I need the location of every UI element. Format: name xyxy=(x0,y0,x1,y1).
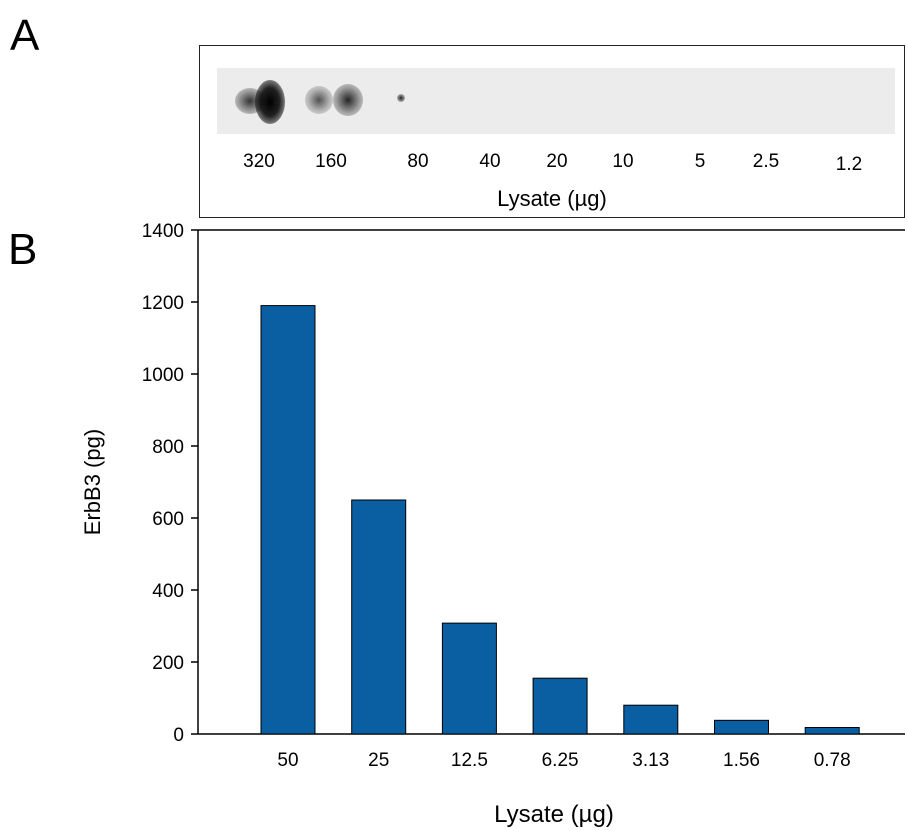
blot-lane-label: 160 xyxy=(315,151,347,172)
western-blot-panel: 320 160 80 40 20 10 5 2.5 1.2 Lysate (µg… xyxy=(199,45,905,218)
y-tick-label: 1200 xyxy=(142,293,184,314)
blot-x-axis-label: Lysate (µg) xyxy=(497,186,607,211)
blot-lane-label: 1.2 xyxy=(835,154,863,175)
bar xyxy=(714,719,769,735)
x-tick-label: 1.56 xyxy=(723,750,760,771)
blot-lane-label: 80 xyxy=(407,151,429,172)
blot-lane-label: 2.5 xyxy=(752,151,780,172)
y-tick-label: 200 xyxy=(152,653,184,674)
x-tick-label: 6.25 xyxy=(542,750,579,771)
chart-ticks: 0 200 400 600 800 1000 1200 1400 50 25 12.5 6.25 3.1… xyxy=(142,221,851,771)
y-tick-label: 400 xyxy=(152,581,184,602)
panel-label-a: A xyxy=(10,11,40,60)
bar xyxy=(804,727,860,735)
blot-band-lane-1-dark xyxy=(255,80,285,124)
bar xyxy=(260,305,316,735)
bar xyxy=(532,677,588,735)
blot-band-lane-2 xyxy=(305,86,333,114)
y-axis-label: ErbB3 (pg) xyxy=(80,429,105,535)
blot-lane-label: 40 xyxy=(479,151,501,172)
western-blot-image xyxy=(217,68,895,134)
blot-lane-label: 20 xyxy=(546,151,568,172)
panel-label-b: B xyxy=(8,225,38,274)
y-tick-label: 0 xyxy=(173,725,184,746)
blot-band-lane-2-dark xyxy=(333,84,363,116)
x-tick-label: 0.78 xyxy=(814,750,851,771)
blot-speck xyxy=(397,94,405,102)
bar xyxy=(441,622,497,735)
x-axis-label: Lysate (µg) xyxy=(494,801,614,828)
blot-lane-label: 10 xyxy=(612,151,634,172)
x-tick-label: 12.5 xyxy=(451,750,488,771)
x-tick-label: 50 xyxy=(277,750,298,771)
chart-bars xyxy=(260,305,860,735)
y-tick-label: 800 xyxy=(152,437,184,458)
y-tick-label: 1400 xyxy=(142,221,184,242)
y-tick-label: 600 xyxy=(152,509,184,530)
blot-lane-label: 5 xyxy=(694,151,706,172)
blot-lane-label: 320 xyxy=(243,151,275,172)
x-tick-label: 3.13 xyxy=(632,750,669,771)
bar xyxy=(623,704,679,735)
y-tick-label: 1000 xyxy=(142,365,184,386)
x-tick-label: 25 xyxy=(368,750,389,771)
bar xyxy=(351,499,407,735)
